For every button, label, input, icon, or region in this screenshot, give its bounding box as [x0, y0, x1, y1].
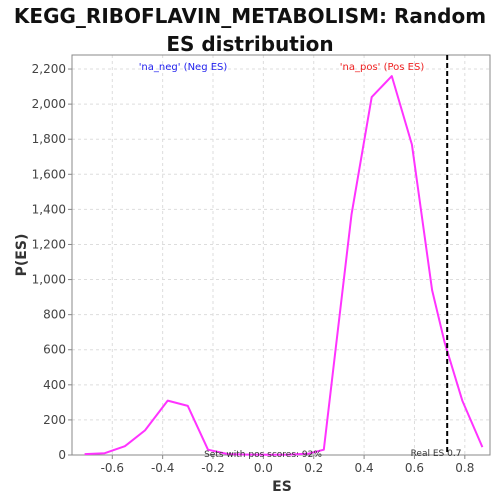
y-tick-label: 1,000: [32, 273, 66, 287]
x-tick-label: -0.2: [201, 461, 224, 475]
y-tick-label: 200: [43, 413, 66, 427]
series-layer: [84, 75, 484, 456]
sets-pos-scores-label: Sets with pos scores: 92%: [204, 450, 322, 460]
x-axis-ticks: -0.6 -0.4 -0.2 0.0 0.2 0.4 0.6 0.8: [101, 455, 474, 475]
y-tick-label: 1,200: [32, 237, 66, 251]
x-tick-label: 0.0: [254, 461, 273, 475]
y-tick-label: 800: [43, 308, 66, 322]
x-axis-label: ES: [272, 479, 292, 495]
x-tick-label: 0.8: [455, 461, 474, 475]
y-tick-label: 1,400: [32, 202, 66, 216]
y-tick-label: 2,000: [32, 97, 66, 111]
y-tick-label: 400: [43, 378, 66, 392]
neg-es-label: 'na_neg' (Neg ES): [139, 62, 228, 73]
y-tick-label: 1,600: [32, 167, 66, 181]
y-tick-label: 1,800: [32, 132, 66, 146]
pos-es-label: 'na_pos' (Pos ES): [340, 62, 425, 73]
x-tick-label: 0.4: [355, 461, 374, 475]
y-tick-label: 600: [43, 343, 66, 357]
y-tick-label: 2,200: [32, 62, 66, 76]
y-tick-label: 0: [58, 448, 66, 462]
series-line: [84, 75, 484, 456]
annotations-layer: 'na_neg' (Neg ES) 'na_pos' (Pos ES) Sets w…: [139, 55, 462, 460]
chart-title: KEGG_RIBOFLAVIN_METABOLISM: Random ES di…: [13, 4, 487, 56]
x-tick-label: -0.4: [151, 461, 174, 475]
y-axis-ticks: 0 200 400 600 800 1,000 1,200 1,400 1,600 1,800 2,…: [32, 62, 72, 462]
real-es-label: Real ES 0.7: [411, 449, 462, 459]
y-axis-label: P(ES): [14, 234, 30, 277]
x-tick-label: -0.6: [101, 461, 124, 475]
x-tick-label: 0.6: [405, 461, 424, 475]
x-tick-label: 0.2: [304, 461, 323, 475]
